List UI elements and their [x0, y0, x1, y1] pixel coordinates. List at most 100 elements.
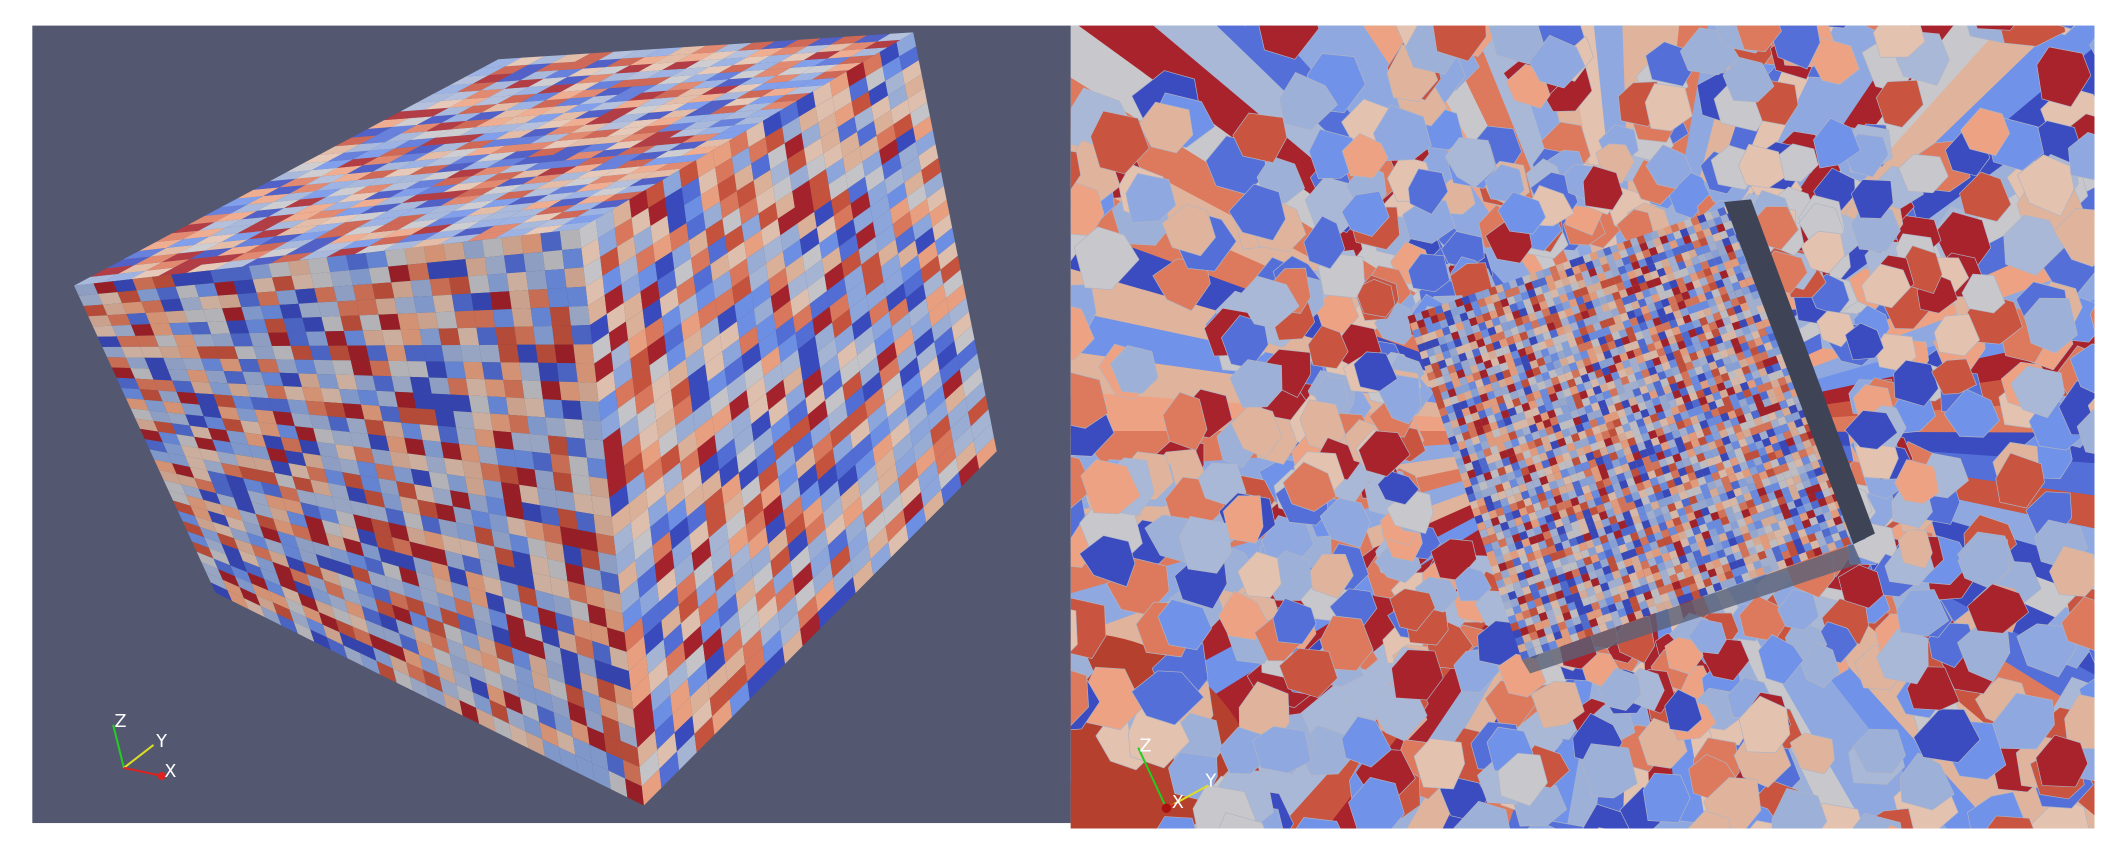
cell: [582, 690, 602, 716]
cell: [661, 604, 682, 640]
cell: [1490, 293, 1501, 303]
cell: [311, 159, 354, 171]
cell: [441, 344, 464, 362]
cell: [1555, 613, 1565, 624]
cell: [1505, 312, 1515, 322]
cell: [1451, 378, 1462, 389]
cell: [688, 364, 708, 395]
cell: [248, 227, 292, 240]
cell: [884, 387, 905, 418]
cell: [890, 196, 910, 225]
cell: [290, 345, 314, 360]
cell: [928, 298, 949, 328]
cell: [592, 640, 612, 666]
cell: [549, 576, 570, 600]
cell: [1442, 373, 1452, 384]
cell: [145, 311, 170, 325]
cell: [1516, 499, 1526, 510]
cell: [577, 206, 618, 217]
cell: [521, 380, 543, 400]
cell: [1473, 419, 1483, 429]
cell: [644, 47, 683, 58]
cell: [1463, 366, 1473, 377]
cell: [678, 293, 699, 324]
cell: [399, 205, 441, 217]
cell: [729, 258, 750, 288]
cell: [372, 282, 395, 300]
cell: [415, 640, 437, 663]
cell: [564, 102, 604, 113]
cell: [508, 630, 529, 654]
cell: [366, 345, 389, 361]
cell: [684, 106, 724, 117]
cell: [1423, 340, 1434, 350]
cell: [1501, 480, 1512, 491]
cell: [630, 137, 670, 148]
cell: [200, 358, 224, 371]
cell: [134, 253, 179, 266]
cell: [1529, 447, 1539, 457]
cell: [298, 249, 342, 261]
cell: [198, 295, 223, 310]
cell: [920, 255, 941, 284]
cell: [753, 296, 774, 326]
cell: [294, 288, 318, 304]
cell: [181, 484, 204, 500]
cell: [507, 207, 549, 219]
cell: [259, 525, 282, 544]
cell: [649, 353, 669, 384]
cell: [395, 551, 417, 572]
voronoi-cell: [1157, 816, 1196, 829]
cell: [1540, 595, 1551, 605]
cell: [264, 494, 287, 511]
cell: [399, 496, 421, 516]
cell: [1574, 599, 1584, 609]
cell: [1580, 549, 1591, 559]
cell: [1502, 305, 1512, 315]
cell: [116, 335, 141, 347]
cell: [801, 64, 839, 74]
cell: [264, 385, 288, 400]
cell: [230, 565, 252, 584]
cell: [564, 150, 605, 161]
cell: [1514, 516, 1524, 527]
cell: [1507, 319, 1517, 329]
cell: [1501, 345, 1511, 355]
cell: [343, 330, 367, 346]
cell: [176, 434, 199, 449]
cell: [1541, 642, 1551, 653]
cell: [545, 417, 567, 438]
cell: [205, 370, 228, 384]
cell: [968, 395, 989, 427]
cell: [90, 265, 135, 277]
cell: [1561, 563, 1572, 574]
cell: [1565, 530, 1576, 540]
cell: [1485, 343, 1495, 353]
cell: [648, 102, 688, 113]
cell: [345, 211, 388, 223]
cell: [92, 325, 117, 337]
cell: [1510, 350, 1521, 360]
cell: [1497, 538, 1508, 548]
cell: [1508, 454, 1518, 465]
cell: [1573, 551, 1584, 562]
cell: [384, 248, 408, 267]
cell: [562, 544, 583, 567]
cell: [1459, 312, 1469, 322]
cell: [363, 489, 386, 508]
cell: [1519, 554, 1529, 565]
cell: [1482, 400, 1492, 410]
voronoi-cell: [2036, 46, 2092, 108]
cell: [667, 498, 688, 532]
cell: [233, 236, 276, 248]
cell: [1547, 592, 1558, 603]
cell: [215, 346, 239, 359]
cell: [272, 275, 295, 292]
cell: [761, 87, 799, 97]
cell: [885, 509, 906, 543]
cell: [655, 148, 695, 159]
cell: [1585, 539, 1595, 550]
cell: [1459, 423, 1469, 434]
cell: [895, 225, 916, 254]
cell: [149, 449, 173, 464]
